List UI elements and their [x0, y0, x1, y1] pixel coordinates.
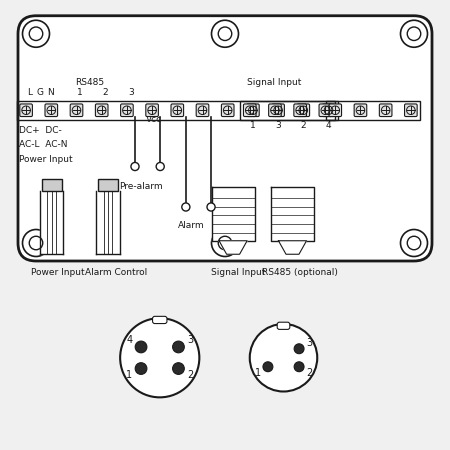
- Bar: [98, 179, 118, 191]
- Circle shape: [29, 27, 43, 40]
- FancyBboxPatch shape: [95, 104, 108, 117]
- Text: 1: 1: [250, 121, 256, 130]
- Text: Pre-alarm: Pre-alarm: [119, 182, 163, 191]
- Circle shape: [135, 341, 147, 353]
- Circle shape: [400, 230, 428, 256]
- Circle shape: [218, 27, 232, 40]
- Polygon shape: [96, 191, 120, 254]
- Text: 1: 1: [77, 88, 83, 97]
- FancyBboxPatch shape: [277, 322, 290, 329]
- FancyBboxPatch shape: [379, 104, 392, 117]
- Bar: [240, 101, 335, 120]
- Text: G: G: [37, 88, 44, 97]
- FancyBboxPatch shape: [153, 316, 167, 324]
- FancyBboxPatch shape: [196, 104, 209, 117]
- Text: 3: 3: [275, 121, 281, 130]
- Text: 4: 4: [325, 121, 331, 130]
- Text: 3: 3: [128, 88, 134, 97]
- Text: Vcc: Vcc: [146, 115, 162, 124]
- Text: 1: 1: [126, 370, 132, 380]
- Text: DC+  DC-: DC+ DC-: [19, 126, 62, 135]
- Text: L: L: [27, 88, 32, 97]
- Circle shape: [182, 203, 190, 211]
- Circle shape: [135, 363, 147, 374]
- Circle shape: [22, 20, 50, 47]
- Bar: [17, 101, 338, 120]
- Text: 2: 2: [306, 368, 312, 378]
- FancyBboxPatch shape: [243, 104, 256, 117]
- Circle shape: [29, 236, 43, 250]
- Bar: [42, 179, 62, 191]
- Text: 3: 3: [187, 335, 193, 345]
- Text: RS485 (optional): RS485 (optional): [262, 268, 338, 277]
- Text: 2: 2: [103, 88, 108, 97]
- Text: Power Input: Power Input: [19, 155, 72, 164]
- Circle shape: [131, 162, 139, 171]
- FancyBboxPatch shape: [297, 104, 310, 117]
- FancyBboxPatch shape: [45, 104, 58, 117]
- FancyBboxPatch shape: [247, 104, 259, 117]
- FancyBboxPatch shape: [269, 104, 281, 117]
- Text: 1: 1: [255, 368, 261, 378]
- Text: RS485: RS485: [76, 78, 105, 87]
- Polygon shape: [40, 191, 63, 254]
- FancyBboxPatch shape: [18, 16, 432, 261]
- FancyBboxPatch shape: [272, 104, 284, 117]
- Text: Signal Input: Signal Input: [211, 268, 265, 277]
- Circle shape: [263, 362, 273, 372]
- FancyBboxPatch shape: [294, 104, 306, 117]
- Circle shape: [407, 27, 421, 40]
- FancyBboxPatch shape: [121, 104, 133, 117]
- Circle shape: [22, 230, 50, 256]
- Circle shape: [294, 344, 304, 354]
- Text: 4: 4: [126, 335, 132, 345]
- Circle shape: [212, 230, 239, 256]
- Polygon shape: [219, 241, 247, 254]
- Text: AC-L  AC-N: AC-L AC-N: [19, 140, 68, 149]
- Circle shape: [212, 20, 239, 47]
- Text: Signal Input: Signal Input: [247, 78, 301, 87]
- Bar: [326, 101, 420, 120]
- FancyBboxPatch shape: [146, 104, 158, 117]
- Circle shape: [156, 162, 164, 171]
- Circle shape: [218, 236, 232, 250]
- Circle shape: [294, 362, 304, 372]
- FancyBboxPatch shape: [171, 104, 184, 117]
- Text: Power Input: Power Input: [31, 268, 84, 277]
- FancyBboxPatch shape: [221, 104, 234, 117]
- Text: Alarm Control: Alarm Control: [85, 268, 147, 277]
- FancyBboxPatch shape: [354, 104, 367, 117]
- Text: 3: 3: [306, 338, 312, 348]
- Circle shape: [407, 236, 421, 250]
- FancyBboxPatch shape: [322, 104, 335, 117]
- FancyBboxPatch shape: [70, 104, 83, 117]
- Circle shape: [173, 341, 184, 353]
- Circle shape: [250, 324, 317, 392]
- FancyBboxPatch shape: [319, 104, 332, 117]
- FancyBboxPatch shape: [405, 104, 417, 117]
- FancyBboxPatch shape: [329, 104, 342, 117]
- Circle shape: [400, 20, 428, 47]
- Polygon shape: [212, 187, 255, 241]
- FancyBboxPatch shape: [20, 104, 32, 117]
- Polygon shape: [271, 187, 314, 241]
- Circle shape: [120, 318, 199, 397]
- Circle shape: [207, 203, 215, 211]
- Text: N: N: [47, 88, 54, 97]
- Text: Alarm: Alarm: [178, 220, 204, 230]
- Polygon shape: [279, 241, 306, 254]
- Text: 2: 2: [300, 121, 306, 130]
- Circle shape: [173, 363, 184, 374]
- Text: 2: 2: [187, 370, 193, 380]
